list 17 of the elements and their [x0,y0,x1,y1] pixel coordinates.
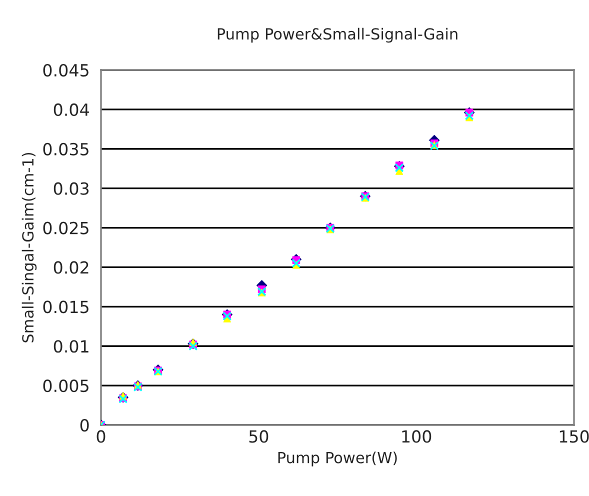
chart-title: Pump Power&Small-Signal-Gain [218,28,458,43]
y-tick-label: 0.025 [43,222,88,234]
y-tick-label: 0.03 [54,182,89,195]
x-tick-label: 50 [249,430,268,443]
x-tick-label: 100 [402,430,432,443]
y-axis-title: Small-Singal-Gaim(cm-1) [22,152,37,342]
y-tick-label: 0.015 [43,300,88,314]
x-axis-title: Pump Power(W) [278,452,397,466]
y-tick-label: 0.02 [54,261,88,274]
x-tick-label: 0 [96,430,106,443]
y-tick-label: 0.005 [43,380,88,392]
y-tick-label: 0.01 [54,340,88,353]
y-tick-label: 0.045 [43,64,88,77]
y-tick-label: 0 [80,418,89,432]
x-tick-label: 150 [560,430,589,443]
y-tick-label: 0.04 [54,103,89,116]
y-tick-label: 0.035 [43,142,88,156]
